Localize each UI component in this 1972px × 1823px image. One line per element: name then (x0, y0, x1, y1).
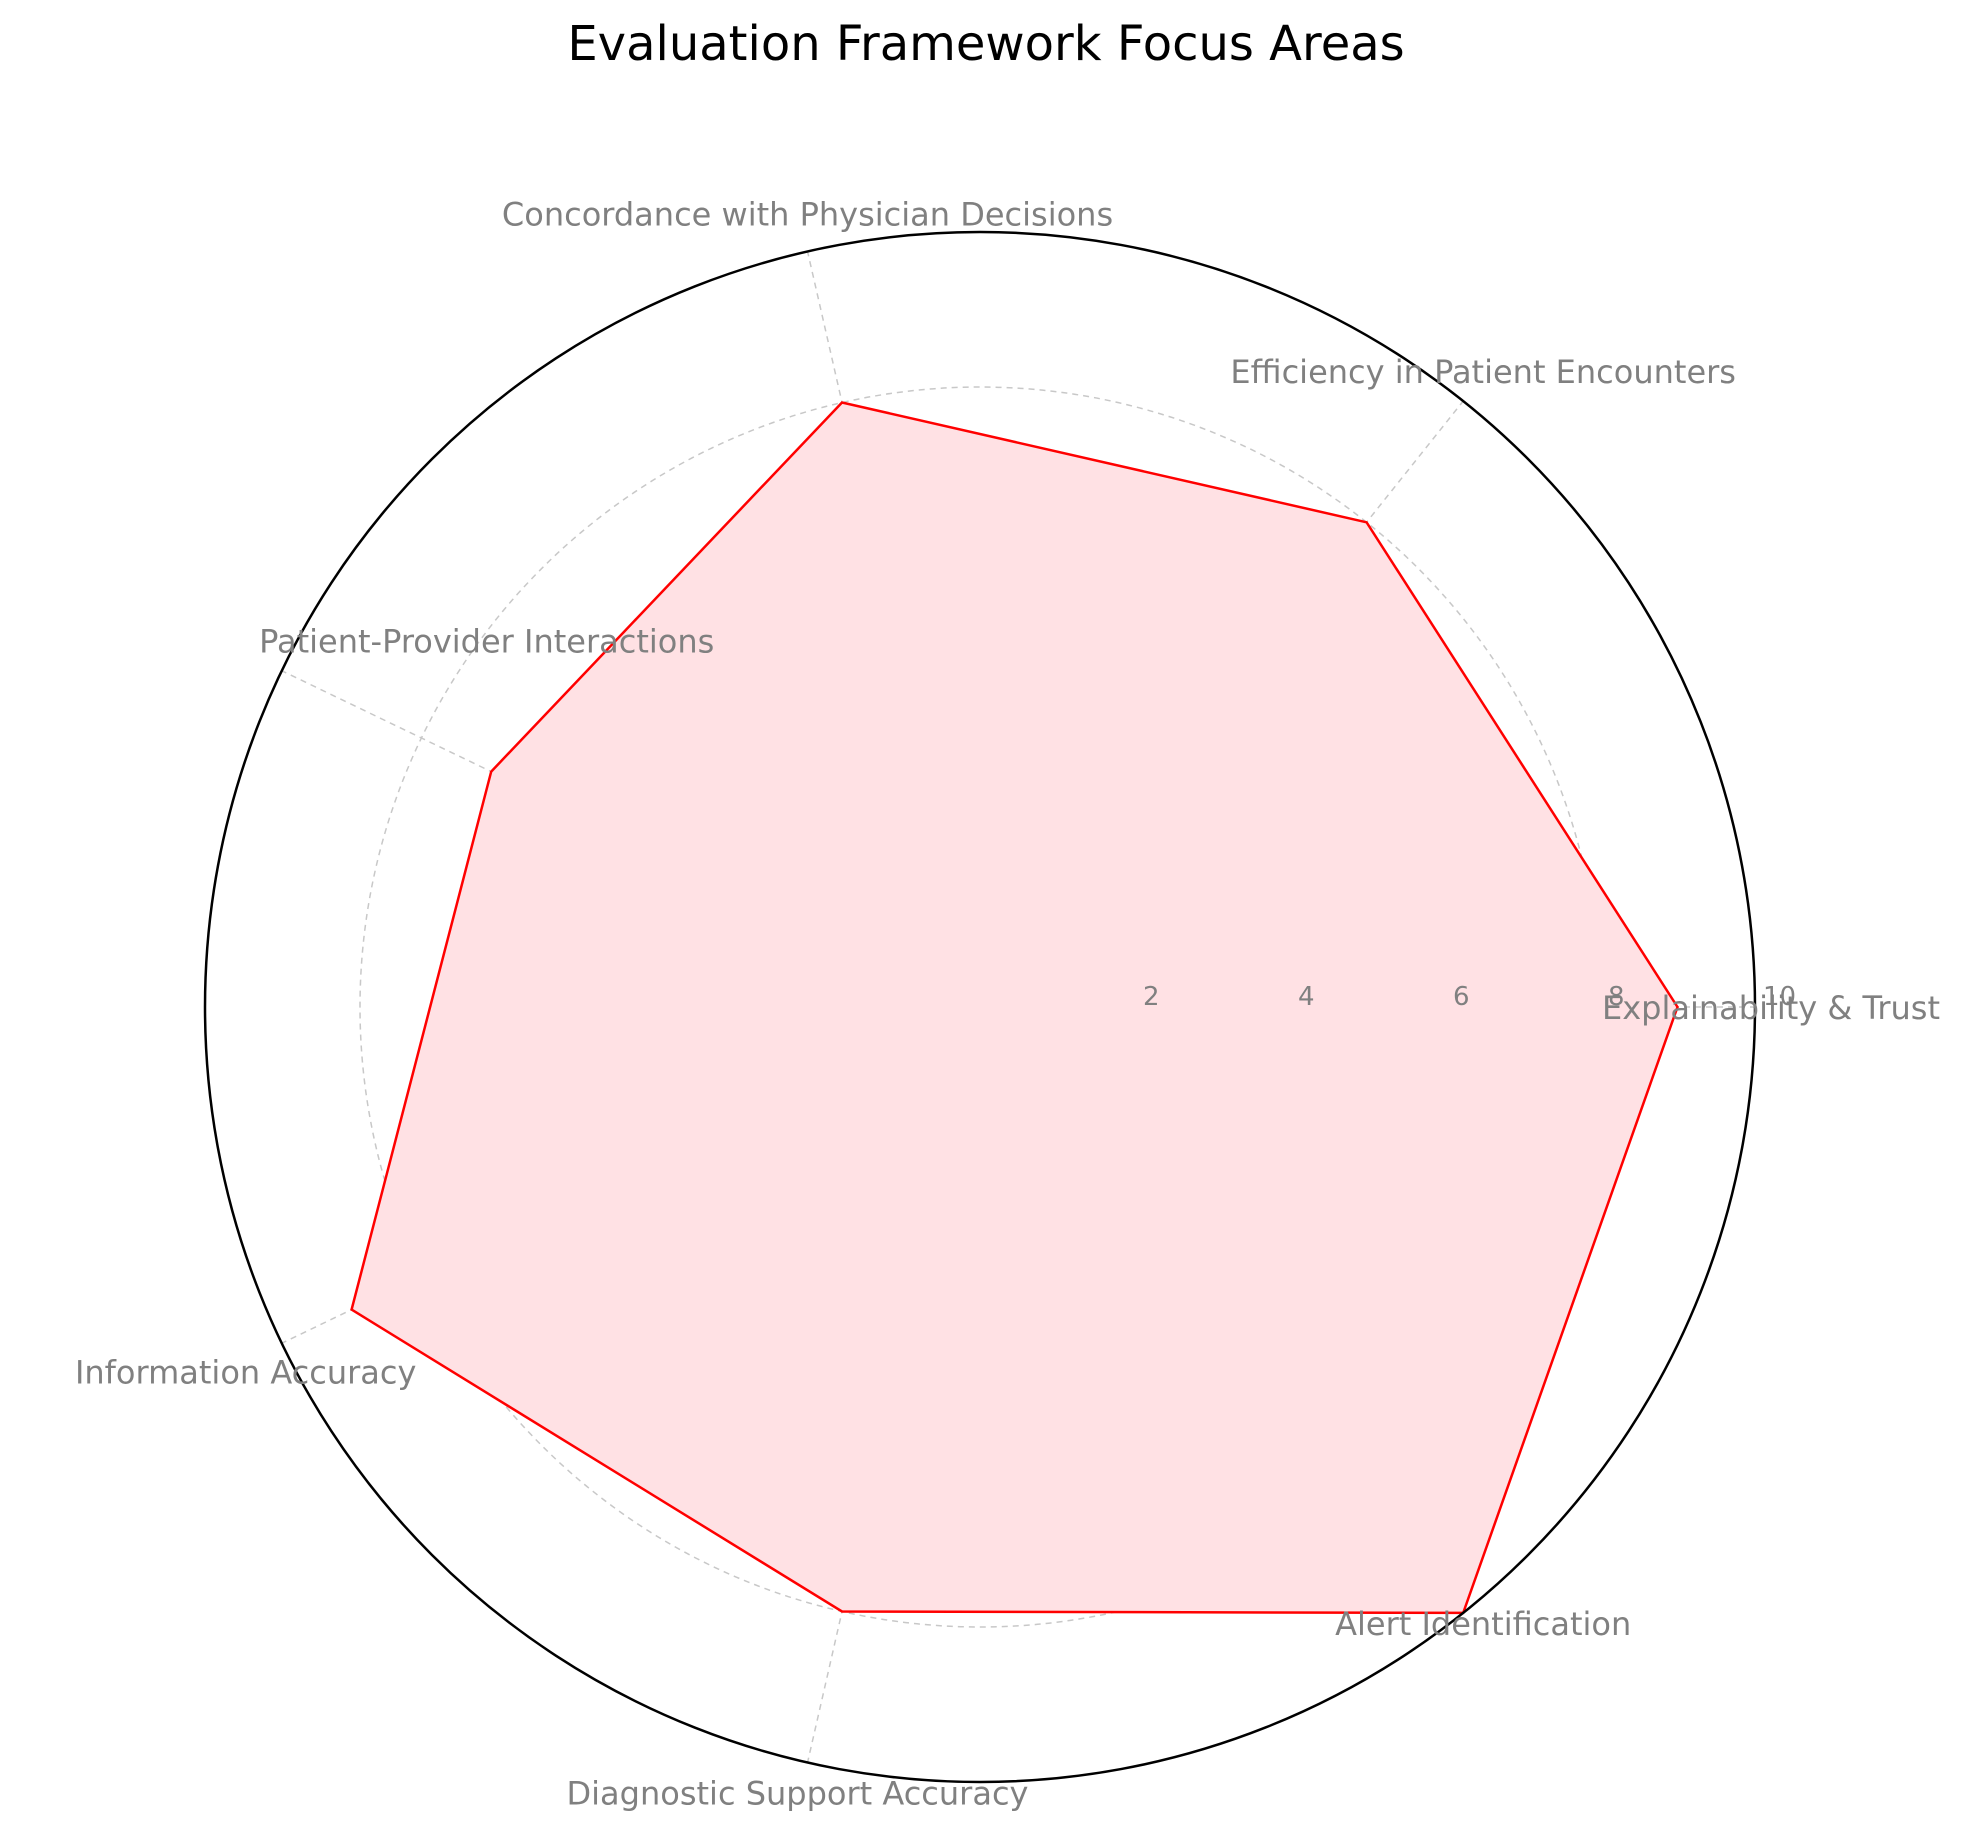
radial-tick-label: 4 (1298, 982, 1315, 1012)
category-label: Explainability & Trust (1602, 989, 1940, 1027)
outer-frame (203, 230, 1757, 1784)
category-label: Efficiency in Patient Encounters (1230, 353, 1736, 391)
category-label: Information Accuracy (75, 1353, 417, 1391)
radial-tick-label: 2 (1143, 982, 1160, 1012)
category-label: Alert Identification (1335, 1605, 1631, 1643)
radial-tick-label: 8 (1608, 982, 1625, 1012)
series-area (351, 402, 1678, 1613)
data-layer (350, 401, 1679, 1615)
category-label: Patient-Provider Interactions (259, 623, 714, 661)
series-line (350, 401, 1679, 1615)
radial-tick-label: 6 (1453, 982, 1470, 1012)
chart-title: Evaluation Framework Focus Areas (567, 16, 1404, 72)
frame-layer (203, 230, 1757, 1784)
radial-tick-label: 10 (1763, 982, 1796, 1012)
category-label: Diagnostic Support Accuracy (567, 1775, 1029, 1813)
category-label: Concordance with Physician Decisions (502, 195, 1113, 233)
